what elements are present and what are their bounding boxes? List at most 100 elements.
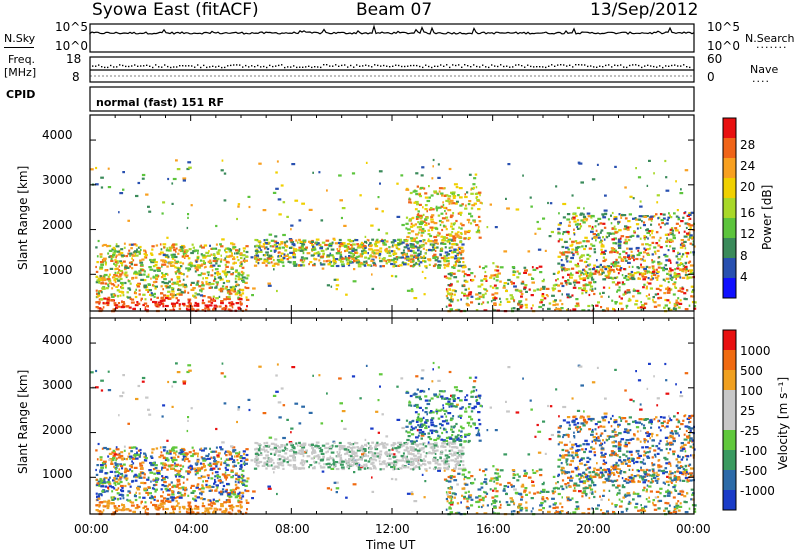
velocity-cell — [139, 475, 142, 478]
power-cell — [468, 173, 472, 176]
power-cell — [510, 280, 513, 283]
power-cell — [470, 222, 473, 225]
power-cell — [149, 252, 153, 255]
power-cell — [610, 214, 612, 217]
power-cell — [279, 258, 284, 261]
power-cell — [220, 287, 223, 290]
power-cell — [97, 239, 100, 243]
power-cell — [318, 259, 321, 262]
power-cell — [586, 212, 591, 215]
power-cell — [667, 280, 670, 284]
power-cell — [572, 286, 577, 289]
power-cell — [544, 249, 547, 252]
power-cell — [103, 273, 108, 277]
power-cell — [121, 304, 125, 307]
power-cell — [193, 295, 196, 298]
power-cell — [478, 225, 480, 228]
velocity-cell — [407, 466, 410, 469]
power-cell — [152, 281, 156, 284]
velocity-cell — [243, 460, 246, 463]
power-cell — [688, 260, 692, 263]
power-cell — [216, 258, 220, 261]
freq-dot — [362, 65, 364, 67]
freq-dot — [668, 65, 670, 67]
velocity-cell — [150, 501, 152, 504]
velocity-cell — [335, 491, 338, 494]
power-cell — [240, 270, 244, 273]
power-cell — [425, 249, 428, 252]
power-cell — [578, 241, 582, 244]
velocity-cell — [186, 511, 191, 514]
power-cell — [456, 299, 460, 302]
velocity-cell — [145, 491, 149, 494]
power-cell — [484, 265, 488, 268]
power-cell — [372, 261, 376, 264]
power-cell — [167, 273, 169, 276]
power-cell — [348, 255, 351, 258]
velocity-cell — [163, 502, 166, 505]
power-cell — [225, 285, 228, 288]
power-cell — [616, 290, 618, 293]
freq-dot — [575, 64, 577, 66]
power-cell — [602, 216, 607, 219]
power-cell — [96, 261, 99, 264]
velocity-cell — [357, 466, 361, 469]
power-cell — [582, 287, 586, 290]
power-cell — [632, 275, 635, 278]
power-cell — [645, 265, 649, 268]
velocity-cell — [99, 456, 103, 459]
velocity-cell — [146, 488, 149, 491]
velocity-cell — [167, 500, 172, 503]
power-cell — [648, 230, 651, 233]
power-cell — [413, 263, 416, 266]
power-cell — [200, 244, 203, 247]
power-cell — [97, 294, 101, 297]
power-cell — [150, 261, 155, 264]
velocity-cell — [229, 495, 233, 498]
power-cell — [562, 231, 566, 234]
power-cell — [319, 247, 323, 250]
power-cell — [269, 245, 272, 248]
power-cell — [128, 249, 131, 252]
power-cell — [153, 292, 156, 295]
power-cell — [223, 298, 227, 301]
freq-dot — [188, 65, 190, 67]
power-cell — [302, 257, 307, 260]
power-cell — [237, 306, 241, 309]
power-cell — [440, 235, 444, 238]
velocity-cell — [402, 454, 406, 458]
velocity-cell — [191, 446, 194, 449]
power-cell — [659, 236, 662, 239]
velocity-cell — [340, 454, 342, 457]
power-cell — [200, 284, 205, 287]
velocity-cell — [200, 447, 203, 450]
velocity-cell — [520, 485, 525, 488]
power-cell — [492, 298, 497, 301]
power-cell — [96, 279, 100, 282]
velocity-cell — [460, 460, 462, 463]
power-cell — [357, 263, 361, 266]
power-cell — [444, 257, 449, 260]
power-cell — [178, 272, 182, 275]
power-cell — [591, 237, 593, 240]
freq-dot — [92, 65, 94, 67]
power-cell — [463, 294, 466, 297]
power-cell — [116, 261, 119, 264]
power-cell — [408, 197, 411, 200]
velocity-cell — [134, 495, 137, 498]
power-cell — [183, 289, 187, 292]
power-cell — [645, 285, 648, 288]
power-cell — [99, 298, 104, 301]
power-cell — [406, 235, 410, 239]
freq-dot — [98, 64, 100, 66]
freq-dot — [398, 64, 400, 67]
velocity-cell — [445, 457, 448, 460]
power-cell — [608, 295, 610, 298]
velocity-cell — [208, 507, 213, 510]
velocity-cell — [231, 446, 236, 449]
power-cell — [637, 292, 642, 295]
power-cell — [560, 282, 564, 285]
power-cell — [106, 303, 110, 307]
velocity-cell — [179, 470, 182, 473]
velocity-cell — [182, 465, 185, 468]
